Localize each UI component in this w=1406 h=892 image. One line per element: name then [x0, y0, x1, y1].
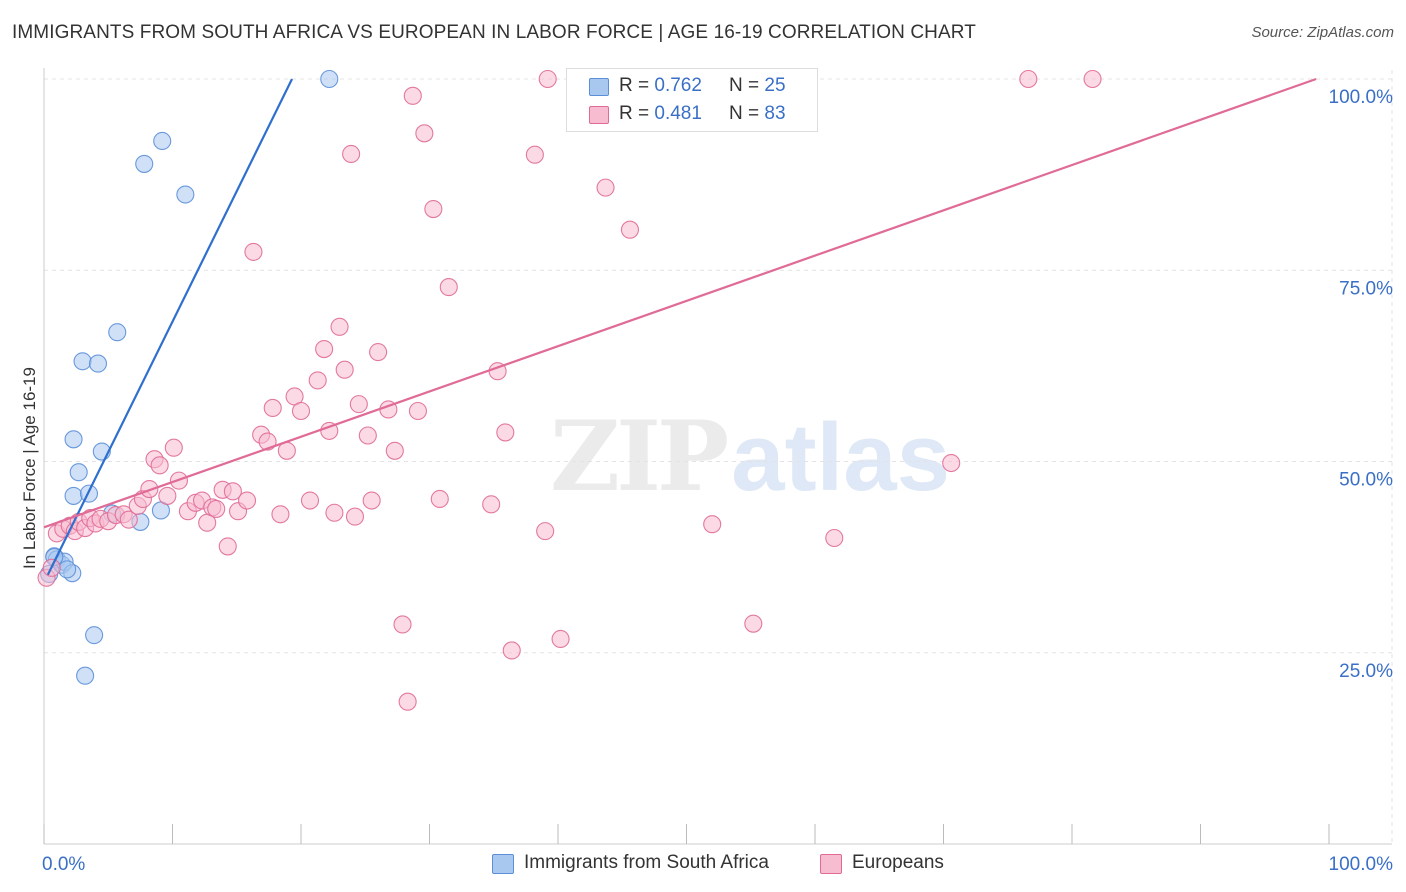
- point-s0-23: [76, 666, 95, 685]
- point-s1-76: [744, 614, 763, 633]
- point-s1-80: [1083, 69, 1102, 89]
- point-s1-41: [291, 401, 311, 421]
- point-s1-59: [403, 86, 422, 105]
- point-s1-70: [536, 522, 555, 541]
- point-s1-68: [502, 641, 521, 660]
- point-s1-60: [408, 401, 427, 421]
- point-s1-62: [424, 200, 443, 219]
- point-s1-43: [308, 371, 327, 390]
- y-tick-label-0: 25.0%: [1339, 661, 1393, 682]
- bottom-legend-label-south-africa: Immigrants from South Africa: [524, 852, 769, 873]
- point-s0-10: [73, 352, 92, 371]
- stats-legend: R = 0.762 N = 25 R = 0.481 N = 83: [566, 68, 818, 132]
- chart-title: IMMIGRANTS FROM SOUTH AFRICA VS EUROPEAN…: [12, 22, 976, 43]
- point-s1-50: [345, 507, 365, 526]
- point-s1-58: [398, 692, 417, 711]
- legend-swatch-south-africa: [589, 78, 609, 96]
- point-s1-67: [496, 423, 515, 442]
- point-s0-16: [108, 323, 127, 342]
- point-s1-34: [244, 242, 263, 261]
- trend-line-s0: [46, 78, 293, 576]
- legend-r-south-africa: R = 0.762: [619, 75, 702, 96]
- bottom-legend-swatch-europeans: [820, 854, 842, 874]
- legend-n-europeans: N = 83: [729, 103, 786, 124]
- point-s1-37: [263, 398, 282, 418]
- point-s1-54: [369, 343, 388, 362]
- point-s0-18: [135, 154, 154, 173]
- point-s1-48: [335, 360, 354, 379]
- chart-source: Source: ZipAtlas.com: [1251, 24, 1394, 41]
- point-s1-21: [164, 438, 183, 457]
- y-tick-label-1: 50.0%: [1339, 470, 1393, 491]
- x-tick-label-1: 100.0%: [1329, 854, 1394, 875]
- point-s1-78: [942, 453, 961, 473]
- point-s0-8: [64, 430, 83, 449]
- point-s1-31: [223, 482, 242, 501]
- point-s1-51: [349, 395, 368, 414]
- point-s1-44: [315, 339, 334, 359]
- point-s0-6: [58, 560, 77, 579]
- point-s1-61: [415, 124, 434, 143]
- point-s1-42: [300, 491, 320, 510]
- tick-labels: 25.0% 50.0% 75.0% 100.0% 0.0% 100.0%: [42, 87, 1393, 875]
- bottom-legend-label-europeans: Europeans: [852, 852, 944, 873]
- point-s0-21: [176, 185, 195, 204]
- point-s1-47: [330, 317, 349, 336]
- legend-swatch-europeans: [589, 106, 609, 124]
- point-s1-52: [358, 426, 377, 445]
- point-s1-75: [703, 515, 722, 534]
- point-s1-20: [158, 486, 177, 505]
- point-s0-9: [69, 463, 88, 482]
- point-s1-73: [620, 220, 640, 239]
- point-s0-13: [88, 354, 108, 373]
- point-s1-49: [342, 144, 361, 164]
- point-s0-7: [64, 486, 83, 505]
- y-tick-label-3: 100.0%: [1329, 87, 1394, 108]
- point-s0-12: [85, 626, 104, 645]
- point-s0-19: [153, 131, 172, 151]
- point-s1-28: [207, 499, 226, 518]
- point-s1-46: [325, 503, 344, 522]
- point-s1-77: [825, 528, 844, 548]
- point-s1-57: [393, 615, 412, 634]
- point-s1-63: [430, 489, 449, 509]
- bottom-legend-swatch-south-africa: [492, 854, 514, 874]
- legend-n-south-africa: N = 25: [729, 75, 786, 96]
- point-s1-65: [482, 495, 501, 514]
- axes: [43, 68, 1392, 845]
- data-points: [37, 69, 1102, 711]
- trend-line-s1: [43, 77, 1317, 529]
- point-s1-79: [1019, 69, 1038, 89]
- point-s1-30: [218, 537, 237, 556]
- point-s1-64: [439, 278, 458, 297]
- point-s1-53: [362, 491, 381, 510]
- legend-r-europeans: R = 0.481: [619, 103, 702, 124]
- point-s1-56: [385, 441, 404, 460]
- trend-lines: [43, 77, 1317, 576]
- point-s1-71: [551, 629, 570, 649]
- point-s1-33: [237, 491, 257, 510]
- point-s1-38: [271, 505, 290, 524]
- point-s1-81: [538, 69, 557, 89]
- point-s0-22: [320, 69, 339, 89]
- point-s1-69: [525, 145, 544, 164]
- point-s1-72: [596, 178, 615, 197]
- x-tick-label-0: 0.0%: [42, 854, 85, 875]
- point-s1-14: [119, 510, 138, 529]
- point-s1-19: [150, 456, 169, 475]
- y-tick-label-2: 75.0%: [1339, 278, 1393, 299]
